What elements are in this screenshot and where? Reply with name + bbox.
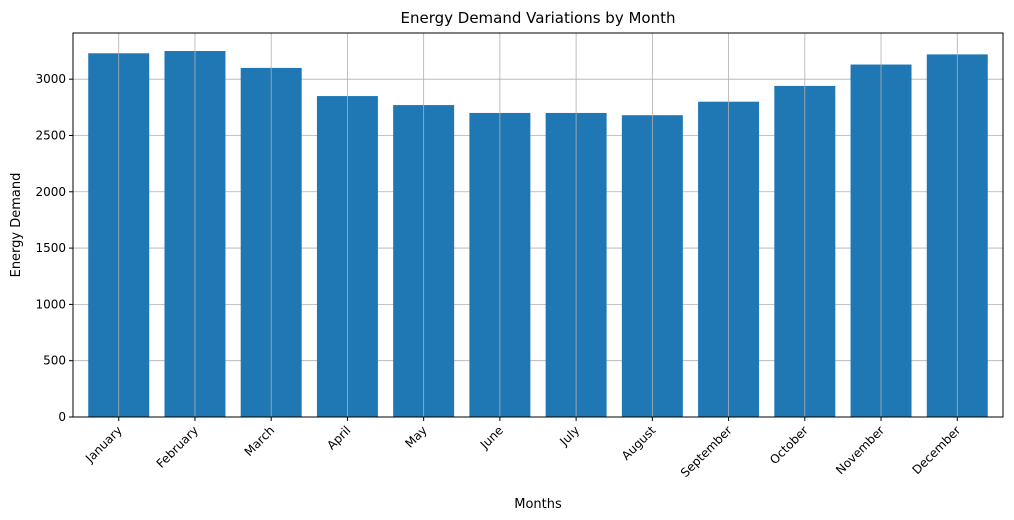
y-tick-label: 1500 [35, 241, 66, 255]
y-tick-label: 0 [58, 410, 66, 424]
y-tick-label: 2000 [35, 185, 66, 199]
bars [88, 33, 988, 418]
x-tick-label: June [477, 423, 506, 452]
x-tick-label: November [833, 423, 887, 477]
x-tick-label: March [242, 423, 278, 459]
y-axis-ticks: 0 500 1000 1500 2000 2500 3000 [35, 72, 73, 424]
y-tick-label: 3000 [35, 72, 66, 86]
chart-title: Energy Demand Variations by Month [401, 9, 676, 27]
x-tick-label: August [619, 423, 659, 463]
x-tick-label: April [324, 423, 353, 452]
y-tick-label: 500 [43, 354, 66, 368]
x-tick-label: October [767, 423, 811, 467]
x-axis-title: Months [514, 497, 562, 512]
x-tick-label: May [402, 423, 429, 450]
x-tick-label: July [556, 423, 582, 449]
x-axis-ticks: January February March April May June July Augu… [82, 417, 963, 480]
plot-frame [72, 32, 1004, 418]
y-tick-label: 1000 [35, 297, 66, 311]
y-tick-label: 2500 [35, 128, 66, 142]
x-tick-label: February [154, 423, 202, 471]
grid-lines [73, 78, 1003, 418]
x-tick-label: January [82, 423, 125, 466]
x-tick-label: September [678, 423, 735, 480]
x-tick-label: December [909, 423, 963, 477]
y-axis-title: Energy Demand [9, 173, 24, 278]
